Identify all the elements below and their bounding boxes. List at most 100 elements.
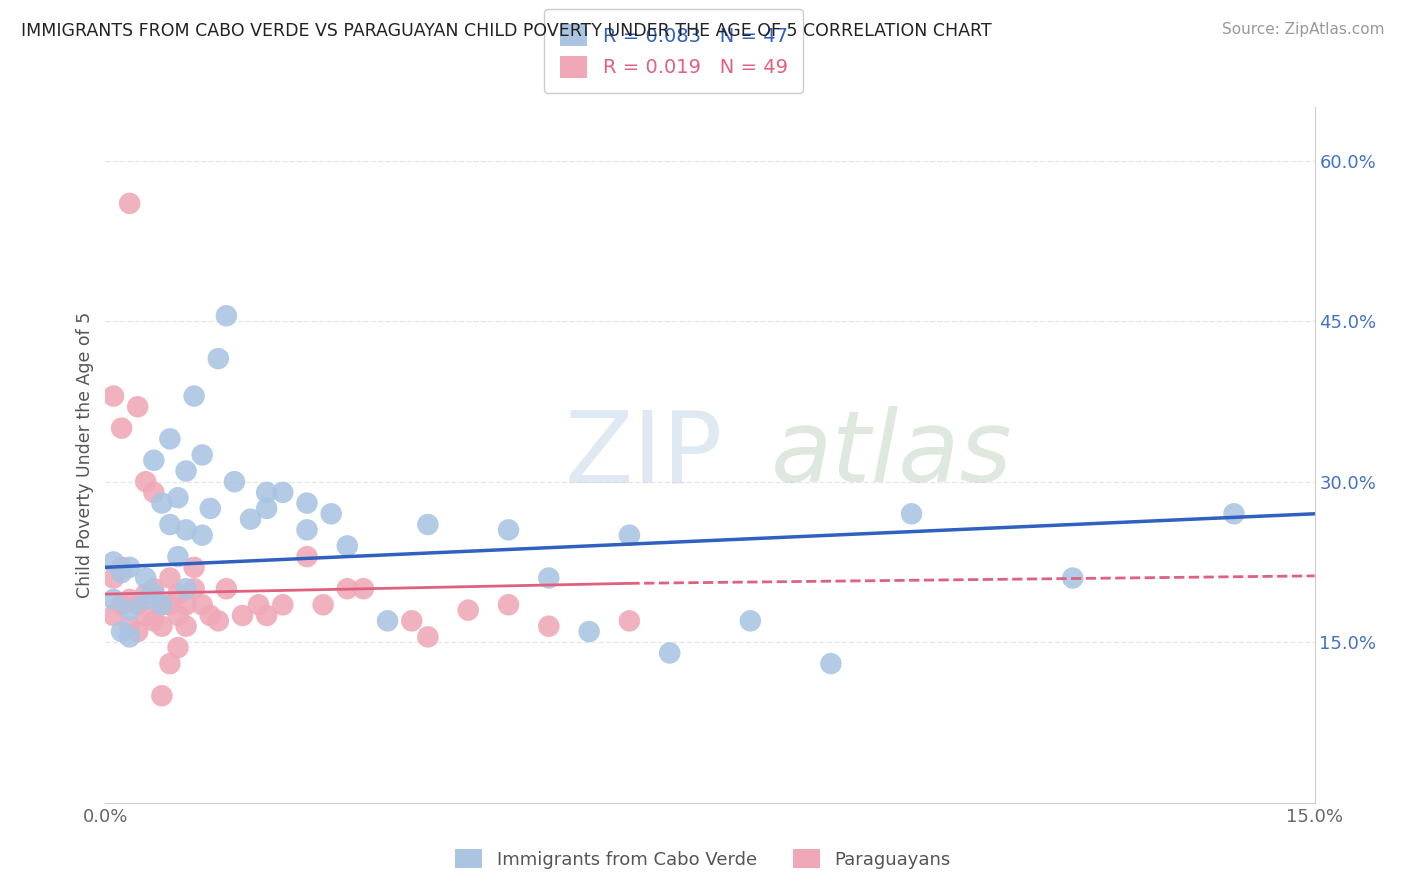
Point [740, 614, 762, 628]
Point [256, 485, 278, 500]
Point [150, 619, 173, 633]
Point [142, 485, 165, 500]
Point [312, 598, 335, 612]
Point [159, 657, 181, 671]
Point [174, 523, 197, 537]
Point [103, 389, 125, 403]
Point [200, 501, 222, 516]
Point [619, 528, 641, 542]
Point [118, 630, 141, 644]
Point [247, 598, 270, 612]
Point [135, 592, 157, 607]
Point [271, 598, 294, 612]
Point [200, 608, 222, 623]
Point [174, 619, 197, 633]
Point [103, 555, 125, 569]
Point [619, 614, 641, 628]
Point [336, 539, 359, 553]
Point [174, 464, 197, 478]
Point [377, 614, 399, 628]
Point [118, 560, 141, 574]
Point [183, 389, 205, 403]
Point [578, 624, 600, 639]
Point [110, 566, 132, 580]
Point [498, 523, 520, 537]
Point [135, 571, 157, 585]
Point [183, 560, 205, 574]
Point [150, 598, 173, 612]
Text: IMMIGRANTS FROM CABO VERDE VS PARAGUAYAN CHILD POVERTY UNDER THE AGE OF 5 CORREL: IMMIGRANTS FROM CABO VERDE VS PARAGUAYAN… [21, 22, 991, 40]
Point [537, 619, 560, 633]
Point [142, 453, 165, 467]
Point [321, 507, 343, 521]
Point [110, 421, 132, 435]
Point [352, 582, 374, 596]
Point [271, 485, 294, 500]
Point [159, 598, 181, 612]
Point [336, 582, 359, 596]
Point [159, 432, 181, 446]
Point [256, 608, 278, 623]
Point [239, 512, 262, 526]
Point [167, 640, 190, 655]
Y-axis label: Child Poverty Under the Age of 5: Child Poverty Under the Age of 5 [76, 312, 94, 598]
Point [167, 491, 190, 505]
Text: Source: ZipAtlas.com: Source: ZipAtlas.com [1222, 22, 1385, 37]
Legend: R = 0.083   N = 47, R = 0.019   N = 49: R = 0.083 N = 47, R = 0.019 N = 49 [544, 9, 803, 93]
Point [191, 448, 214, 462]
Point [207, 351, 229, 366]
Point [118, 619, 141, 633]
Point [401, 614, 423, 628]
Point [118, 196, 141, 211]
Point [135, 475, 157, 489]
Point [159, 517, 181, 532]
Text: atlas: atlas [770, 407, 1012, 503]
Point [215, 309, 238, 323]
Point [167, 549, 190, 564]
Point [135, 587, 157, 601]
Point [127, 400, 149, 414]
Point [191, 598, 214, 612]
Point [142, 582, 165, 596]
Point [295, 549, 318, 564]
Point [103, 592, 125, 607]
Point [110, 624, 132, 639]
Legend: Immigrants from Cabo Verde, Paraguayans: Immigrants from Cabo Verde, Paraguayans [449, 842, 957, 876]
Point [1062, 571, 1084, 585]
Point [135, 608, 157, 623]
Text: ZIP: ZIP [565, 407, 723, 503]
Point [127, 598, 149, 612]
Point [295, 523, 318, 537]
Point [191, 528, 214, 542]
Point [224, 475, 246, 489]
Point [256, 501, 278, 516]
Point [118, 603, 141, 617]
Point [142, 587, 165, 601]
Point [150, 496, 173, 510]
Point [457, 603, 479, 617]
Point [183, 582, 205, 596]
Point [103, 608, 125, 623]
Point [498, 598, 520, 612]
Point [118, 592, 141, 607]
Point [142, 614, 165, 628]
Point [900, 507, 922, 521]
Point [1223, 507, 1246, 521]
Point [167, 608, 190, 623]
Point [167, 587, 190, 601]
Point [295, 496, 318, 510]
Point [110, 598, 132, 612]
Point [416, 630, 439, 644]
Point [174, 598, 197, 612]
Point [207, 614, 229, 628]
Point [110, 560, 132, 574]
Point [215, 582, 238, 596]
Point [658, 646, 681, 660]
Point [820, 657, 842, 671]
Point [416, 517, 439, 532]
Point [127, 624, 149, 639]
Point [174, 582, 197, 596]
Point [103, 571, 125, 585]
Point [150, 598, 173, 612]
Point [537, 571, 560, 585]
